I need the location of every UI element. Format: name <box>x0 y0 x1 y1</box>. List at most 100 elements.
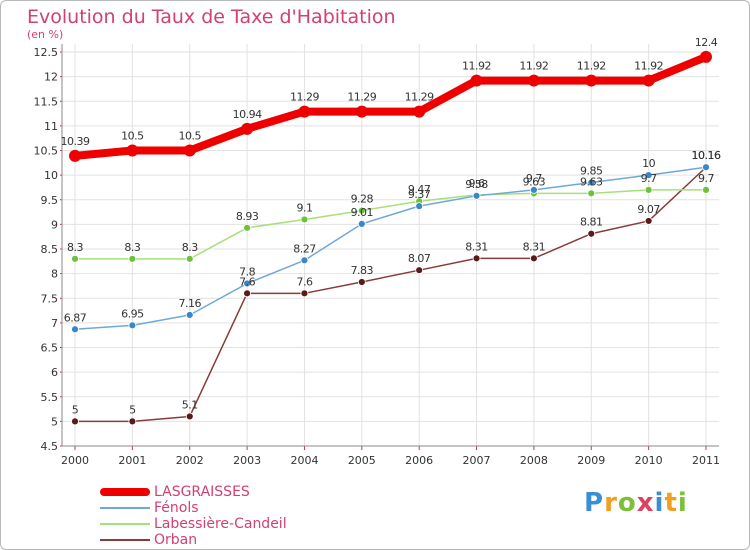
data-label: 9.28 <box>351 193 374 206</box>
data-point <box>243 279 251 288</box>
data-point <box>415 266 424 275</box>
data-point <box>71 325 79 334</box>
data-point <box>585 74 598 87</box>
data-point <box>241 122 254 135</box>
logo-letter: x <box>636 488 655 518</box>
logo-letter: i <box>677 488 688 518</box>
data-label: 11.92 <box>462 60 491 73</box>
data-point <box>702 163 710 172</box>
y-tick-label: 8.5 <box>41 243 59 256</box>
legend-label: Fénols <box>154 500 199 516</box>
data-point <box>69 149 81 162</box>
data-label: 10.16 <box>692 149 721 162</box>
logo-letter: i <box>654 488 665 518</box>
data-label: 6.95 <box>121 307 144 320</box>
data-point <box>355 105 368 118</box>
data-label: 10.5 <box>178 130 201 143</box>
data-label: 9.47 <box>408 183 431 196</box>
data-label: 11.29 <box>405 91 434 104</box>
data-label: 9.7 <box>698 172 714 185</box>
y-tick-label: 7 <box>51 317 58 330</box>
data-point <box>702 185 710 194</box>
data-label: 11.92 <box>634 60 663 73</box>
data-label: 10.16 <box>692 149 721 162</box>
data-point <box>413 105 426 118</box>
data-point <box>587 229 596 238</box>
data-point <box>71 254 79 263</box>
data-label: 8.27 <box>293 242 316 255</box>
data-point <box>243 289 251 298</box>
y-tick-label: 5.5 <box>41 391 59 404</box>
y-tick-label: 9.5 <box>41 194 59 207</box>
series-line <box>71 52 710 160</box>
data-label: 9.63 <box>580 175 603 188</box>
data-point <box>300 289 309 298</box>
data-label: 9.07 <box>637 203 660 216</box>
data-label: 10.5 <box>121 130 144 143</box>
data-label: 9.63 <box>523 175 546 188</box>
series-line <box>74 166 707 423</box>
data-point <box>183 144 196 157</box>
data-labels: 10.39 10.5 10.5 10.94 11.29 11.29 11.29 11.92 11… <box>61 36 722 416</box>
data-point <box>470 74 483 87</box>
x-tick-label: 2004 <box>290 454 318 467</box>
x-tick-label: 2000 <box>61 454 89 467</box>
legend-swatch <box>100 539 150 541</box>
data-label: 11.92 <box>519 60 548 73</box>
y-tick-label: 7.5 <box>41 292 59 305</box>
data-label: 7.83 <box>351 264 374 277</box>
data-point <box>700 50 712 63</box>
x-tick-label: 2003 <box>233 454 261 467</box>
data-label: 11.92 <box>577 60 606 73</box>
data-label: 9.58 <box>465 178 488 191</box>
data-point <box>644 171 653 180</box>
data-point <box>415 202 424 211</box>
series-lines <box>69 50 712 426</box>
x-tick-label: 2005 <box>348 454 376 467</box>
data-label: 9.7 <box>641 172 657 185</box>
legend-label: LASGRAISSES <box>154 484 250 500</box>
data-label: 7.16 <box>178 297 201 310</box>
data-point <box>298 105 311 118</box>
y-tick-label: 8 <box>51 268 58 281</box>
series-line <box>74 166 707 331</box>
data-label: 6.87 <box>64 311 87 324</box>
data-point <box>128 321 137 330</box>
data-label: 10.94 <box>233 108 262 121</box>
y-tick-label: 11 <box>44 120 58 133</box>
data-point <box>185 254 194 263</box>
data-label: 9.85 <box>580 165 603 178</box>
y-tick-label: 10 <box>44 169 58 182</box>
data-label: 8.07 <box>408 252 431 265</box>
data-label: 9.01 <box>351 206 374 219</box>
logo-letter: o <box>617 488 637 518</box>
logo-letter: r <box>604 488 618 518</box>
legend-label: Orban <box>154 532 198 548</box>
legend-swatch <box>100 507 150 509</box>
data-label: 5 <box>129 403 136 416</box>
chart-title: Evolution du Taux de Taxe d'Habitation <box>27 6 396 28</box>
x-tick-label: 2008 <box>520 454 548 467</box>
y-tick-label: 11.5 <box>34 95 59 108</box>
data-label: 9.1 <box>296 201 312 214</box>
data-label: 7.6 <box>239 275 255 288</box>
data-point <box>71 417 79 426</box>
x-tick-label: 2010 <box>635 454 663 467</box>
data-point <box>243 223 251 232</box>
data-point <box>530 254 538 263</box>
data-label: 10 <box>642 157 655 170</box>
data-label: 5 <box>72 403 79 416</box>
grid <box>62 44 719 447</box>
data-label: 8.81 <box>580 216 603 229</box>
legend-swatch <box>100 523 150 525</box>
x-tick-label: 2007 <box>463 454 491 467</box>
data-label: 8.31 <box>523 240 546 253</box>
data-point <box>642 74 655 87</box>
y-tick-label: 6 <box>51 366 58 379</box>
data-label: 9.6 <box>469 177 485 190</box>
data-point <box>530 185 538 194</box>
data-label: 11.29 <box>290 91 319 104</box>
y-tick-label: 6.5 <box>41 342 59 355</box>
series-line <box>74 189 707 260</box>
